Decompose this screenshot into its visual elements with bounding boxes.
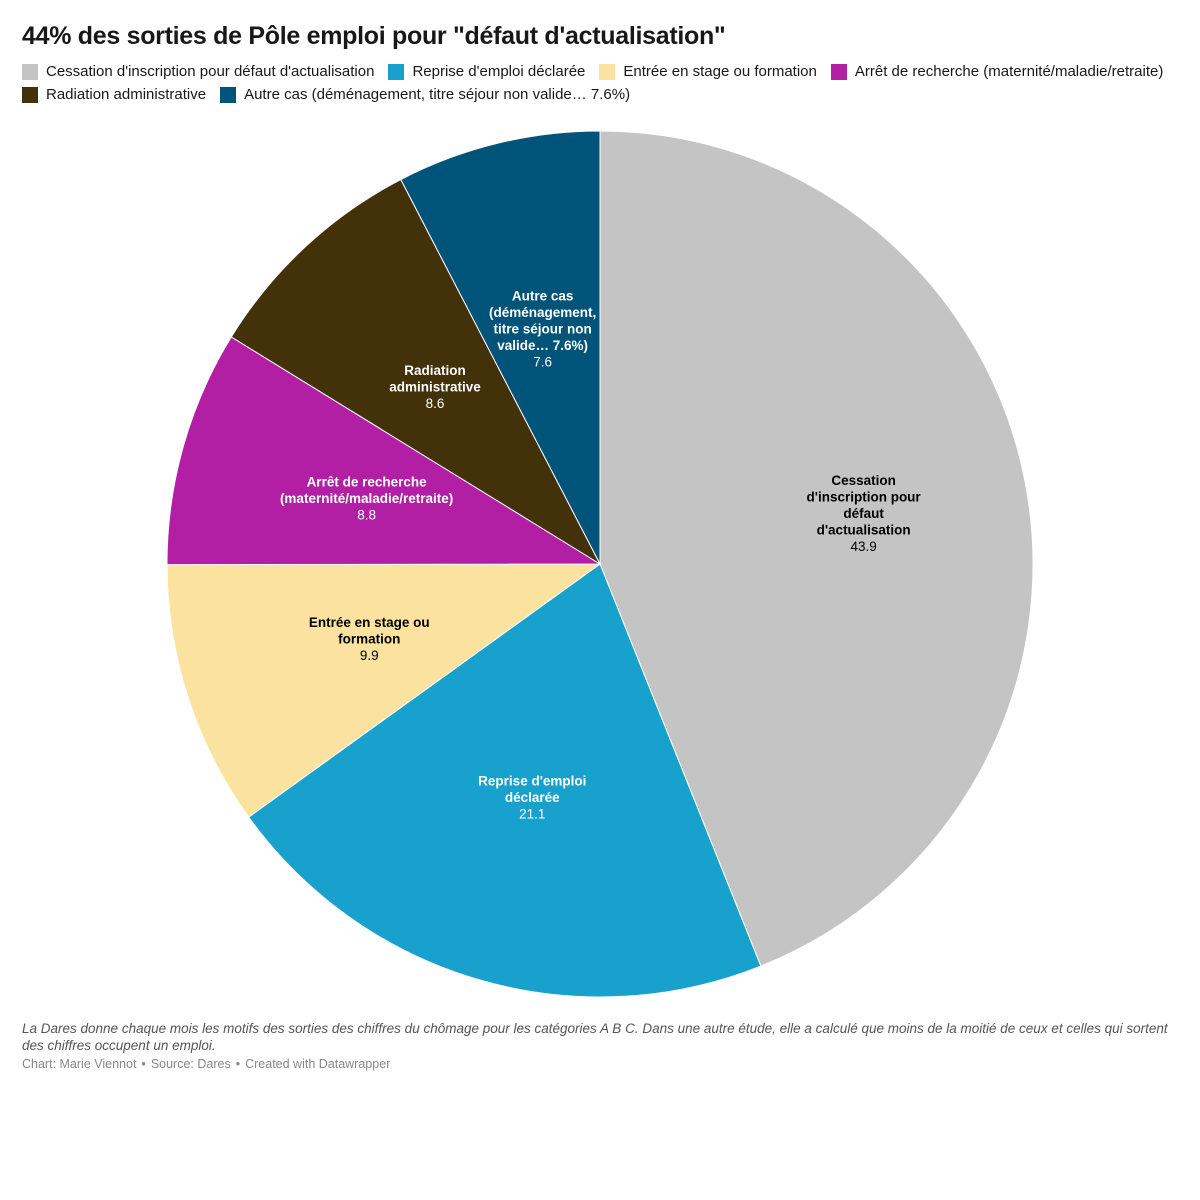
chart-credits: Chart: Marie Viennot • Source: Dares • Creat… [22,1057,390,1071]
pie-slice [166,336,602,566]
chart-title: 44% des sorties de Pôle emploi pour "déf… [22,22,726,50]
slice-label-line: Entrée en stage ou [309,615,430,630]
slice-value: 7.6 [533,354,552,369]
slice-label-line: (maternité/maladie/retraite) [280,491,453,506]
legend-item: Entrée en stage ou formation [599,62,817,81]
legend-swatch [599,63,616,80]
pie-slice [400,130,601,565]
legend-swatch [22,63,38,80]
slice-label: Arrêt de recherche(maternité/maladie/ret… [280,475,453,523]
slice-value: 8.8 [357,508,376,523]
legend-swatch [22,86,38,103]
legend-label: Reprise d'emploi déclarée [412,63,586,80]
legend-label: Autre cas (déménagement, titre séjour no… [244,86,631,103]
slice-label-line: défaut [843,506,884,521]
legend-item: Reprise d'emploi déclarée [388,62,585,81]
slice-label: Autre cas (déménagement,titre séjour non v… [489,288,596,369]
slice-value: 9.9 [360,648,379,663]
legend-label: Radiation administrative [46,86,207,103]
slice-value: 21.1 [519,806,545,821]
slice-label-line: Autre cas [512,288,574,303]
slice-value: 8.6 [426,396,445,411]
slice-label-line: Cessation [831,473,896,488]
pie-slice [599,130,1034,967]
pie-slice [230,178,602,566]
pie-slice [166,563,602,818]
slice-value: 43.9 [850,539,876,554]
legend-swatch [388,63,405,80]
legend-item: Radiation administrative [22,85,206,104]
slice-label-line: déclarée [505,790,560,805]
chart-legend: Cessation d'inscription pour défaut d'ac… [22,62,1182,104]
slice-label-line: Arrêt de recherche [307,475,428,490]
slice-label-line: valide… 7.6%) [497,338,588,353]
slice-label-line: Radiation [404,363,466,378]
slice-label-line: Reprise d'emploi [478,773,586,788]
slice-label-line: formation [338,632,400,647]
credit-tool: Created with Datawrapper [245,1057,391,1071]
credit-separator: • [235,1057,241,1071]
legend-item: Autre cas (déménagement, titre séjour no… [220,85,630,104]
credit-source: Source: Dares [150,1057,231,1071]
pie-slice [247,563,762,998]
slice-label-line: administrative [389,379,481,394]
slice-label-line: titre séjour non [493,321,591,336]
credit-separator: • [141,1057,146,1071]
slice-label-line: d'inscription pour [806,490,921,505]
chart-notes: La Dares donne chaque mois les motifs de… [22,1021,1168,1053]
slice-label-line: d'actualisation [817,523,911,538]
slice-label-line: (déménagement, [489,305,596,320]
legend-swatch [830,63,847,80]
legend-swatch [220,86,237,103]
legend-item: Cessation d'inscription pour défaut d'ac… [22,62,374,81]
legend-label: Arrêt de recherche (maternité/maladie/re… [854,63,1164,80]
legend-label: Entrée en stage ou formation [623,63,817,80]
credit-author: Chart: Marie Viennot [22,1057,137,1071]
legend-item: Arrêt de recherche (maternité/maladie/re… [830,62,1164,81]
legend-label: Cessation d'inscription pour défaut d'ac… [46,63,375,80]
